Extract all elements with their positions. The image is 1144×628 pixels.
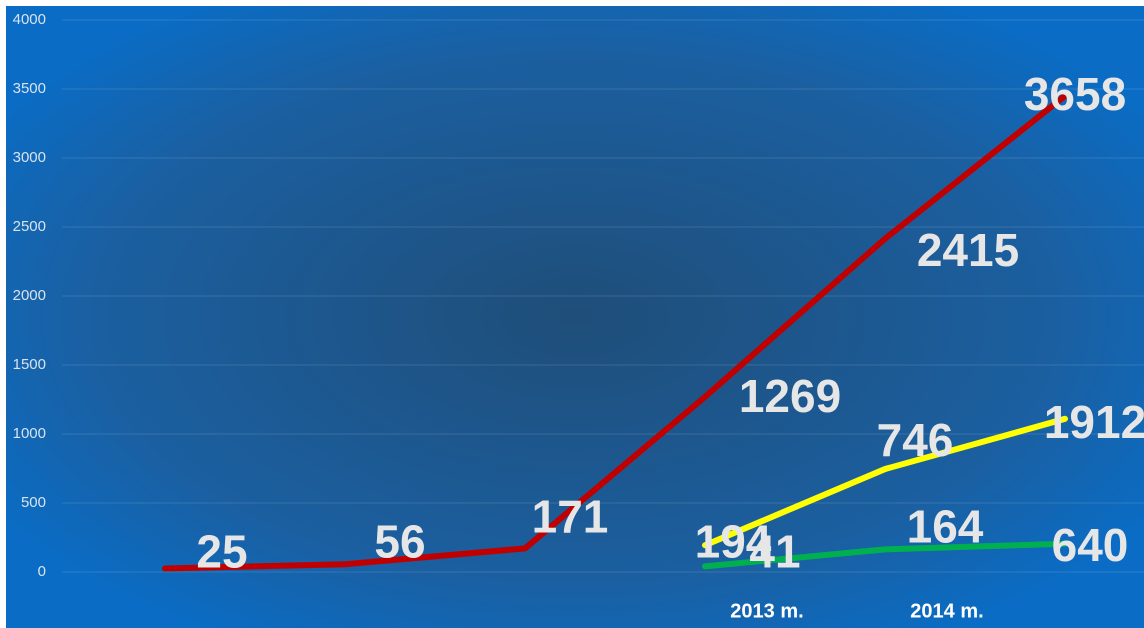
data-label: 2415 <box>917 224 1019 276</box>
series-line <box>702 540 1068 570</box>
data-label: 1269 <box>739 370 841 422</box>
y-tick-label: 2000 <box>13 287 46 304</box>
y-tick-label: 1500 <box>13 356 46 373</box>
data-label: 746 <box>877 414 954 466</box>
plot-background <box>6 6 1144 628</box>
x-tick-label: 2013 m. <box>730 600 803 622</box>
series-line <box>702 415 1068 549</box>
y-tick-label: 1000 <box>13 425 46 442</box>
data-label: 640 <box>1052 519 1129 571</box>
data-label: 164 <box>907 501 984 553</box>
data-label: 56 <box>374 515 425 567</box>
data-label: 25 <box>196 526 247 578</box>
y-tick-label: 0 <box>38 563 46 580</box>
data-label: 41 <box>749 525 800 577</box>
data-label: 3658 <box>1024 68 1126 120</box>
y-tick-label: 2500 <box>13 218 46 235</box>
data-label: 1912 <box>1044 396 1144 448</box>
y-tick-label: 3000 <box>13 149 46 166</box>
series-line <box>162 92 1068 572</box>
y-tick-label: 500 <box>21 494 46 511</box>
y-tick-label: 4000 <box>13 11 46 28</box>
x-tick-label: 2014 m. <box>910 600 983 622</box>
data-label: 194 <box>695 515 772 567</box>
y-tick-label: 3500 <box>13 80 46 97</box>
data-label: 171 <box>532 491 609 543</box>
